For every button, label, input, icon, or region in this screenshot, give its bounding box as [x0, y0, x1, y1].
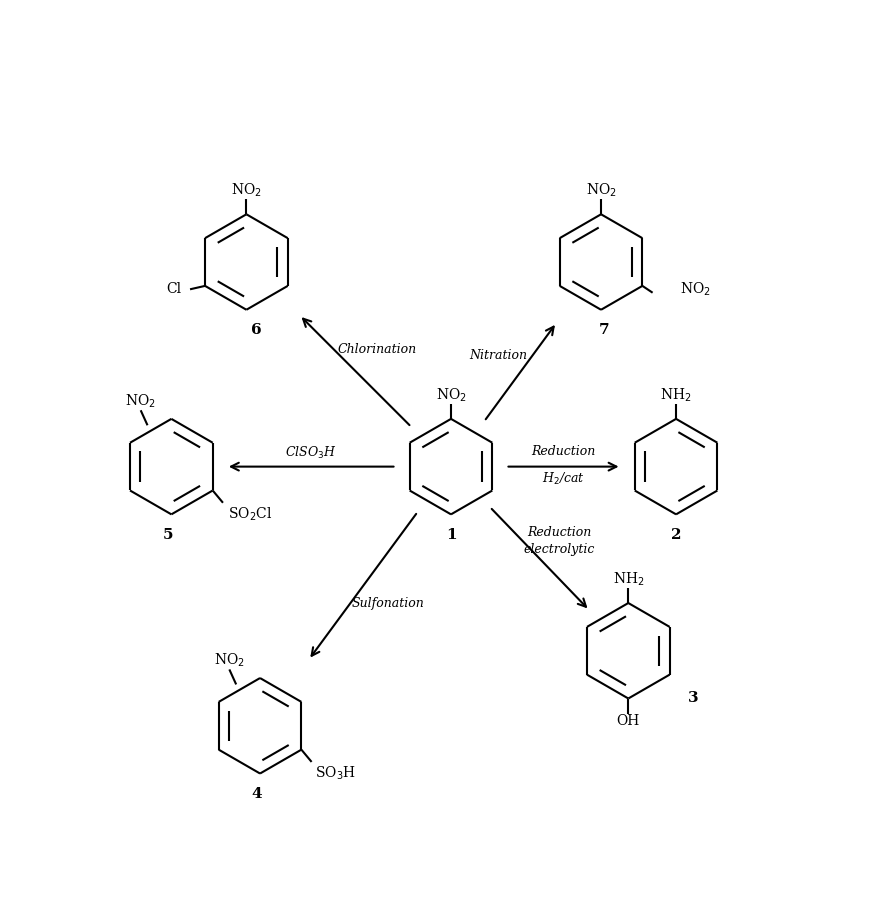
- Text: NH$_2$: NH$_2$: [660, 386, 692, 404]
- Text: NO$_2$: NO$_2$: [231, 182, 262, 200]
- Text: NH$_2$: NH$_2$: [612, 571, 644, 588]
- Text: ClSO$_3$H: ClSO$_3$H: [285, 445, 337, 461]
- Text: 1: 1: [445, 528, 457, 541]
- Text: Reduction: Reduction: [527, 527, 591, 540]
- Text: NO$_2$: NO$_2$: [585, 182, 617, 200]
- Text: SO$_2$Cl: SO$_2$Cl: [228, 505, 273, 523]
- Text: 2: 2: [671, 528, 681, 541]
- Text: NO$_2$: NO$_2$: [680, 281, 711, 298]
- Text: Nitration: Nitration: [469, 349, 527, 362]
- Text: electrolytic: electrolytic: [524, 543, 595, 556]
- Text: Sulfonation: Sulfonation: [351, 598, 424, 611]
- Text: 4: 4: [252, 787, 262, 801]
- Text: OH: OH: [617, 713, 640, 727]
- Text: SO$_3$H: SO$_3$H: [315, 765, 356, 782]
- Text: H$_2$/cat: H$_2$/cat: [542, 471, 585, 487]
- Text: NO$_2$: NO$_2$: [214, 652, 245, 669]
- Text: 5: 5: [163, 528, 173, 541]
- Text: Reduction: Reduction: [532, 445, 596, 458]
- Text: NO$_2$: NO$_2$: [125, 393, 156, 410]
- Text: 3: 3: [688, 691, 699, 706]
- Text: Chlorination: Chlorination: [338, 343, 417, 356]
- Text: 7: 7: [599, 323, 610, 337]
- Text: NO$_2$: NO$_2$: [436, 386, 466, 404]
- Text: Cl: Cl: [166, 283, 181, 297]
- Text: 6: 6: [252, 323, 262, 337]
